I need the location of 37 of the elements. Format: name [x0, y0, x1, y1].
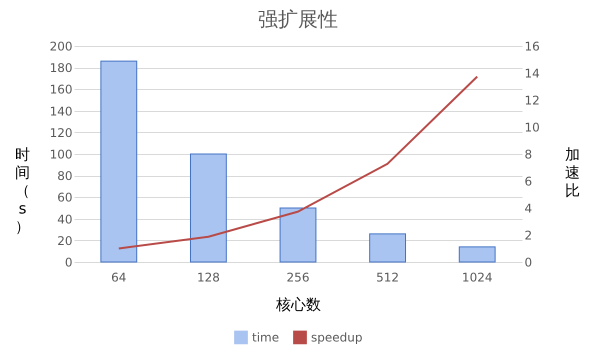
- x-axis-title: 核心数: [275, 296, 321, 314]
- y2-tick-label: 8: [524, 148, 532, 162]
- y2-tick-label: 2: [524, 228, 532, 242]
- y-tick-label: 0: [64, 256, 72, 270]
- bar: [190, 154, 227, 262]
- y2-tick-label: 0: [524, 256, 532, 270]
- y-tick-label: 80: [57, 169, 72, 184]
- y-tick-label: 60: [57, 190, 72, 205]
- x-tick-label: 256: [286, 270, 310, 284]
- bar: [100, 60, 138, 262]
- chart-title: 强扩展性: [258, 7, 338, 31]
- bar: [458, 246, 496, 262]
- legend-label: speedup: [311, 330, 362, 344]
- y-tick-label: 160: [50, 82, 72, 97]
- y2-tick-label: 12: [524, 94, 540, 108]
- x-tick-label: 64: [111, 270, 126, 284]
- line-series: [118, 76, 478, 250]
- y2-tick-label: 6: [524, 174, 532, 188]
- legend-label: time: [252, 330, 280, 344]
- y-tick-label: 140: [50, 104, 72, 118]
- x-tick-label: 512: [376, 270, 400, 284]
- y2-tick-label: 4: [524, 202, 532, 216]
- x-tick-label: 1024: [462, 270, 492, 284]
- y-tick-label: 100: [50, 148, 72, 162]
- y2-tick-label: 10: [524, 120, 540, 134]
- y-tick-label: 40: [57, 212, 72, 226]
- y-tick-label: 20: [57, 234, 72, 248]
- x-tick-label: 128: [196, 270, 220, 284]
- y-tick-label: 120: [50, 126, 72, 140]
- y-tick-label: 200: [50, 40, 72, 54]
- y2-axis-title: 加速比: [565, 146, 580, 200]
- y2-tick-label: 14: [524, 66, 540, 80]
- bar: [369, 233, 406, 262]
- y2-tick-label: 16: [524, 40, 540, 54]
- y-tick-label: 180: [50, 61, 72, 76]
- bar: [280, 208, 316, 262]
- y-axis-title: 时间（s）: [15, 146, 30, 236]
